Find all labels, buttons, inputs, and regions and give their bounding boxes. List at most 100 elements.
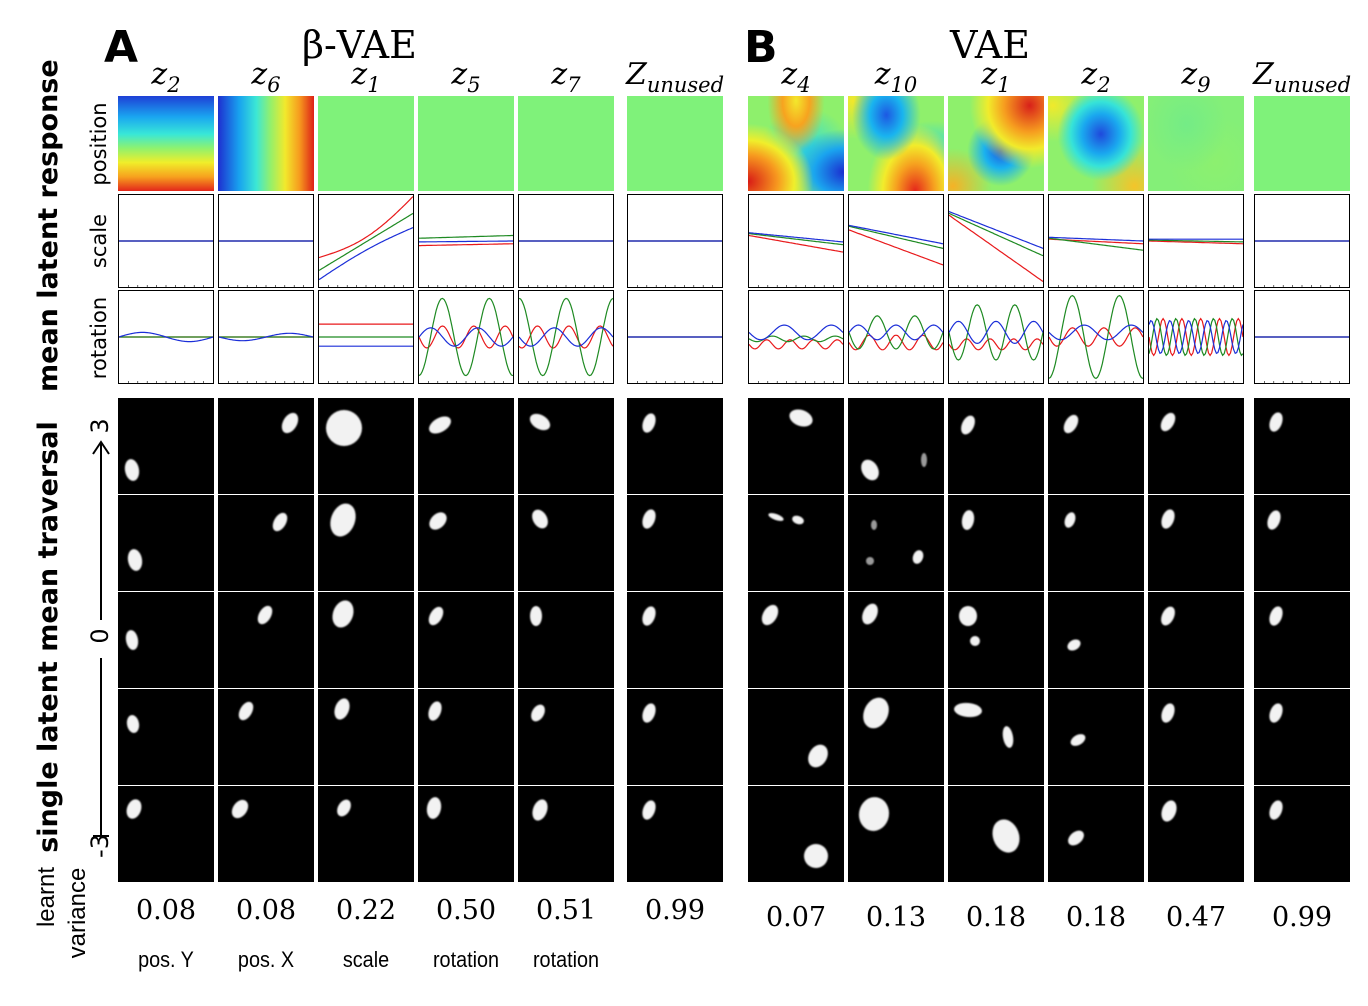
panelB-latent-label: z9	[1141, 60, 1251, 96]
panelA-scale-plot-curve-r	[319, 196, 413, 259]
panelA-factor-label: rotation	[432, 947, 500, 972]
panelB-traversal-cell	[848, 495, 944, 591]
panelB-rotation-plot-curve-b	[1149, 319, 1243, 355]
sprite-blob	[127, 549, 143, 571]
panelA-scale-plot-curve-b	[419, 240, 513, 243]
panelA-rotation-plot-curve-g	[519, 297, 613, 377]
learnt-label: learnt	[33, 866, 60, 928]
sprite-blob	[1269, 703, 1283, 723]
panelA-rotation-plot	[518, 290, 614, 384]
latent-symbol: z	[1181, 57, 1198, 92]
sprite-blob	[992, 819, 1020, 853]
panelB-scale-plot	[1254, 194, 1350, 288]
latent-index: 10	[890, 73, 918, 97]
sprite-blob	[330, 503, 356, 537]
panelA-position-heatmap	[518, 96, 614, 191]
panelB-position-heatmap	[748, 96, 844, 191]
sprite-blob	[426, 797, 442, 819]
latent-index: 1	[367, 73, 381, 97]
panelA-factor-label: pos. X	[237, 947, 295, 972]
panelA-traversal-cell	[518, 689, 614, 785]
sprite-blob	[866, 557, 874, 565]
panelA-traversal-cell	[218, 398, 314, 494]
sprite-blob	[863, 697, 889, 729]
panelB-traversal-cell	[748, 398, 844, 494]
panelB-traversal-cell	[948, 786, 1044, 882]
panelB-learnt-variance: 0.47	[1165, 902, 1227, 933]
latent-index: 6	[267, 73, 281, 97]
panelA-rotation-plot	[418, 290, 514, 384]
panelA-scale-plot	[518, 194, 614, 288]
sprite-blob	[532, 799, 548, 821]
sprite-blob	[238, 701, 254, 721]
sprite-blob	[1269, 412, 1283, 432]
panelB-traversal-cell	[948, 495, 1044, 591]
mean-latent-response-label: mean latent response	[33, 59, 64, 392]
panelB-rotation-plot	[748, 290, 844, 384]
panelB-learnt-variance: 0.99	[1271, 902, 1333, 933]
panelB-position-heatmap	[1254, 96, 1350, 191]
panelA-traversal-cell	[627, 786, 723, 882]
sprite-blob	[1161, 509, 1175, 529]
panelB-traversal-cell	[1254, 495, 1350, 591]
panelA-rotation-plot-curve-r	[519, 325, 613, 349]
sprite-blob	[428, 701, 442, 721]
panelA-traversal-cell	[118, 495, 214, 591]
panelB-scale-plot-curve-g	[1149, 239, 1243, 243]
panelA-factor-label: scale	[342, 947, 390, 972]
panelB-scale-plot	[1048, 194, 1144, 288]
panelA-traversal-cell	[627, 398, 723, 494]
panelB-traversal-cell	[1148, 495, 1244, 591]
panelA-traversal-cell	[318, 398, 414, 494]
panelA-traversal-cell	[418, 786, 514, 882]
panel-letter-b: B	[744, 22, 778, 73]
panel-title-beta-vae: β-VAE	[302, 23, 417, 67]
panelB-traversal-cell	[1148, 592, 1244, 688]
panelA-rotation-plot	[627, 290, 723, 384]
sprite-blob	[792, 515, 804, 525]
latent-symbol: z	[981, 57, 998, 92]
sprite-blob	[789, 409, 813, 427]
sprite-blob	[1067, 639, 1081, 651]
panelB-scale-plot-curve-g	[749, 233, 843, 246]
sprite-blob	[642, 606, 656, 626]
panelA-learnt-variance: 0.08	[135, 895, 197, 926]
panelA-scale-plot-curve-r	[419, 243, 513, 247]
panelB-learnt-variance: 0.07	[765, 902, 827, 933]
panelB-rotation-plot-curve-b	[849, 324, 943, 341]
panelB-rotation-plot-curve-b	[1049, 324, 1143, 341]
latent-symbol: z	[451, 57, 468, 92]
panelB-traversal-cell	[1148, 398, 1244, 494]
panelB-rotation-plot-curve-g	[1049, 294, 1143, 380]
sprite-blob	[332, 600, 354, 628]
panelB-rotation-plot-curve-r	[1149, 317, 1243, 357]
panelB-traversal-cell	[948, 398, 1044, 494]
panelA-traversal-cell	[418, 592, 514, 688]
panelB-learnt-variance: 0.18	[965, 902, 1027, 933]
panelB-scale-plot	[748, 194, 844, 288]
panelA-learnt-variance: 0.50	[435, 895, 497, 926]
panelB-rotation-plot-curve-r	[949, 338, 1043, 351]
panelB-latent-label: Zunused	[1247, 60, 1357, 96]
panelB-scale-plot-curve-r	[749, 234, 843, 253]
panelA-scale-plot-curve-g	[319, 212, 413, 271]
panelB-position-heatmap	[1048, 96, 1144, 191]
panelB-traversal-cell	[848, 592, 944, 688]
sprite-blob	[531, 704, 545, 722]
panelA-traversal-cell	[118, 592, 214, 688]
scale-row-label: scale	[87, 213, 111, 269]
panelB-traversal-cell	[748, 786, 844, 882]
panelA-traversal-cell	[118, 786, 214, 882]
panelA-traversal-cell	[318, 786, 414, 882]
sprite-blob	[921, 453, 927, 467]
panelA-scale-plot	[627, 194, 723, 288]
latent-index: 2	[167, 73, 181, 97]
latent-symbol: z	[251, 57, 268, 92]
sprite-blob	[858, 797, 890, 831]
sprite-blob	[529, 413, 551, 431]
sprite-blob	[804, 844, 828, 868]
panelA-learnt-variance: 0.51	[535, 895, 597, 926]
sprite-blob	[1269, 606, 1283, 626]
panelA-rotation-plot	[318, 290, 414, 384]
sprite-blob	[1063, 414, 1079, 434]
